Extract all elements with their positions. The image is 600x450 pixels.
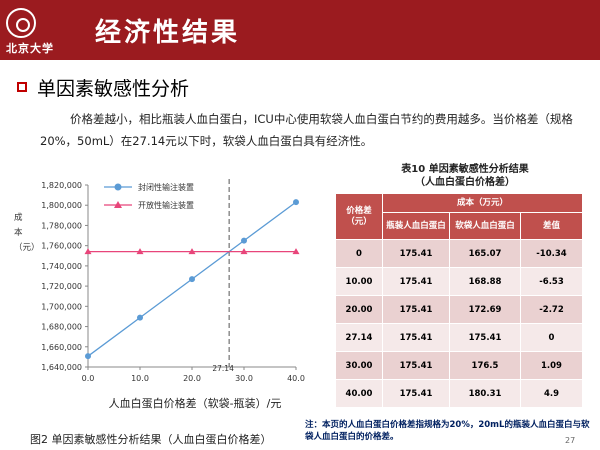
y-axis-label: 成本（元） (14, 212, 40, 253)
table-row: 0 175.41 165.07 -10.34 (335, 239, 583, 268)
y-tick-label: 1,660,000 (41, 343, 82, 352)
table-cell: 175.41 (382, 323, 450, 352)
table-cell: 175.41 (382, 379, 450, 408)
data-point (85, 353, 91, 360)
series-line (87, 201, 297, 357)
legend-label: 开放性输注装置 (138, 200, 194, 210)
table-cell: 27.14 (335, 323, 383, 352)
data-point (136, 248, 144, 255)
table-cell: 165.07 (449, 239, 521, 268)
table-cell: 175.41 (449, 323, 521, 352)
table-cell: -2.72 (520, 295, 583, 324)
table-row: 27.14 175.41 175.41 0 (335, 323, 583, 352)
y-tick-label: 1,640,000 (41, 363, 82, 372)
footnote: 注：本页的人血白蛋白价格差指规格为20%，20mL的瓶装人血白蛋白与软袋人血白蛋… (305, 420, 590, 442)
figure-caption: 图2 单因素敏感性分析结果（人血白蛋白价格差） (30, 433, 272, 446)
legend-label: 封闭性输注装置 (138, 182, 194, 192)
table-cell: 175.41 (382, 351, 450, 380)
header-banner: 北京大学 经济性结果 (0, 0, 600, 60)
table-title: 表10 单因素敏感性分析结果 （人血白蛋白价格差） (350, 163, 580, 189)
table-cell: 0 (520, 323, 583, 352)
header-diff: 差值 (520, 212, 583, 240)
table-cell: 30.00 (335, 351, 383, 380)
table-row: 10.00 175.41 168.88 -6.53 (335, 267, 583, 296)
y-tick-label: 1,820,000 (41, 181, 82, 190)
table-cell: -6.53 (520, 267, 583, 296)
y-tick-label: 1,740,000 (41, 262, 82, 271)
table-cell: 20.00 (335, 295, 383, 324)
header-cost-group: 成本（万元） (382, 193, 583, 213)
data-point (137, 314, 143, 321)
table-cell: 180.31 (449, 379, 521, 408)
data-point (84, 248, 92, 255)
sensitivity-line-chart: 1,640,000 1,660,000 1,680,000 1,700,000 1,72… (14, 179, 305, 410)
summary-paragraph: 价格差越小，相比瓶装人血白蛋白，ICU中心使用软袋人血白蛋白节约的费用越多。当价… (40, 108, 575, 152)
legend-marker (114, 201, 122, 208)
table-cell: 4.9 (520, 379, 583, 408)
table-row: 40.00 175.41 180.31 4.9 (335, 379, 583, 408)
header-price-diff: 价格差（元） (335, 193, 383, 240)
table-row: 20.00 175.41 172.69 -2.72 (335, 295, 583, 324)
table-row: 30.00 175.41 176.5 1.09 (335, 351, 583, 380)
x-tick-label: 10.0 (131, 374, 149, 383)
data-point (292, 248, 300, 255)
page-number: 27 (565, 436, 576, 445)
y-tick-label: 1,680,000 (41, 323, 82, 332)
brand-text: 北京大学 (6, 42, 54, 55)
university-logo-icon (6, 8, 36, 38)
chart-ticks: 1,640,000 1,660,000 1,680,000 1,700,000 1,72… (41, 181, 305, 383)
table-cell: -10.34 (520, 239, 583, 268)
table-title-line2: （人血白蛋白价格差） (415, 177, 515, 188)
x-tick-label: 20.0 (183, 374, 201, 383)
table-cell: 168.88 (449, 267, 521, 296)
x-tick-label: 0.0 (82, 374, 95, 383)
x-tick-label: 30.0 (235, 374, 253, 383)
sensitivity-table: 价格差（元） 成本（万元） 瓶装人血白蛋白 软袋人血白蛋白 差值 0 175.41… (335, 193, 583, 408)
table-cell: 175.41 (382, 295, 450, 324)
summary-text: 价格差越小，相比瓶装人血白蛋白，ICU中心使用软袋人血白蛋白节约的费用越多。当价… (40, 112, 573, 148)
table-cell: 172.69 (449, 295, 521, 324)
header-bag: 软袋人血白蛋白 (449, 212, 521, 240)
x-tick-label: 40.0 (287, 374, 305, 383)
table-cell: 0 (335, 239, 383, 268)
table-cell: 10.00 (335, 267, 383, 296)
data-point (188, 248, 196, 255)
square-bullet-icon (17, 82, 27, 92)
legend-marker (114, 183, 122, 191)
table-cell: 176.5 (449, 351, 521, 380)
y-tick-label: 1,780,000 (41, 221, 82, 230)
y-tick-label: 1,700,000 (41, 302, 82, 311)
y-tick-label: 1,760,000 (41, 242, 82, 251)
table-title-line1: 表10 单因素敏感性分析结果 (401, 164, 529, 175)
y-tick-label: 1,800,000 (41, 201, 82, 210)
data-point (240, 248, 248, 255)
table-cell: 175.41 (382, 239, 450, 268)
header-bottle: 瓶装人血白蛋白 (382, 212, 450, 240)
crossover-label: 27.14 (212, 364, 234, 373)
table-cell: 1.09 (520, 351, 583, 380)
table-cell: 40.00 (335, 379, 383, 408)
data-point (189, 276, 195, 283)
table-body: 0 175.41 165.07 -10.34 10.00 175.41 168.88 -6.5… (335, 239, 583, 408)
chart-marks: 27.14 (84, 179, 300, 373)
data-point (241, 237, 247, 244)
table-cell: 175.41 (382, 267, 450, 296)
x-axis-label: 人血白蛋白价格差（软袋-瓶装）/元 (109, 396, 282, 410)
data-point (293, 199, 299, 206)
slide-title: 经济性结果 (95, 18, 241, 48)
y-tick-label: 1,720,000 (41, 282, 82, 291)
chart-axes (87, 185, 296, 368)
section-title: 单因素敏感性分析 (37, 78, 190, 100)
